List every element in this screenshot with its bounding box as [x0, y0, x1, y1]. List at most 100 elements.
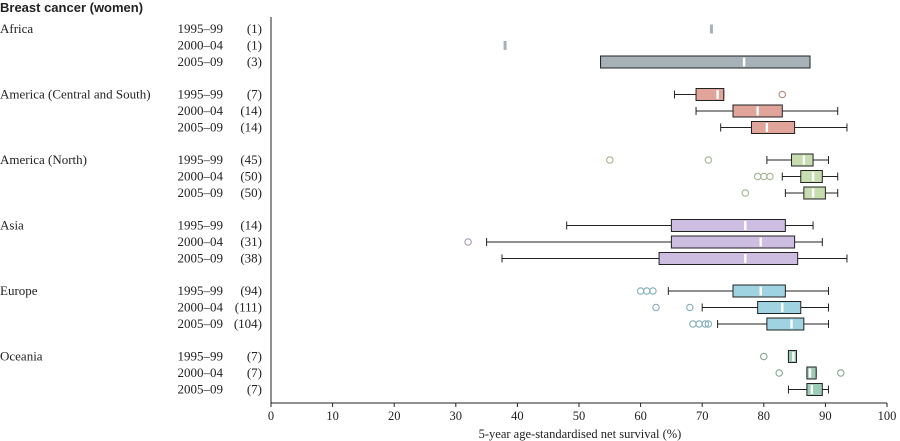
median-mark — [744, 254, 747, 263]
x-tick-label: 30 — [450, 409, 463, 423]
outlier-point — [704, 156, 713, 164]
iqr-box — [806, 366, 817, 380]
outlier-point — [704, 320, 713, 328]
count-label: (7) — [247, 87, 262, 102]
count-label: (45) — [240, 152, 262, 167]
outlier-point — [753, 172, 762, 181]
period-label: 2005–09 — [178, 120, 224, 135]
median-mark — [781, 303, 784, 312]
count-label: (1) — [247, 38, 262, 53]
count-label: (104) — [234, 316, 262, 331]
median-mark — [790, 319, 793, 329]
x-tick-label: 0 — [268, 409, 274, 423]
count-label: (14) — [240, 218, 262, 233]
outlier-point — [652, 303, 660, 312]
outlier-point — [837, 369, 845, 377]
period-label: 2005–09 — [178, 382, 224, 397]
x-axis-label: 5-year age-standardised net survival (%) — [479, 427, 682, 441]
period-label: 2000–04 — [178, 38, 224, 53]
count-label: (7) — [247, 349, 262, 364]
iqr-box — [670, 219, 786, 232]
outlier-point — [741, 189, 750, 197]
rows-layer: Africa 1995–99 (1) 2000–04 (1) 2005–09 (3) Amer… — [0, 21, 848, 397]
iqr-box — [800, 170, 823, 183]
period-label: 2000–04 — [178, 365, 224, 380]
count-label: (50) — [240, 185, 262, 200]
single-value-mark — [709, 24, 713, 34]
count-label: (94) — [240, 283, 262, 298]
iqr-box — [600, 55, 811, 69]
count-label: (50) — [240, 169, 262, 184]
count-label: (7) — [247, 382, 262, 397]
iqr-box — [670, 235, 796, 249]
median-mark — [756, 106, 759, 116]
median-mark — [810, 385, 814, 394]
region-label: Asia — [0, 218, 24, 233]
outlier-point — [464, 238, 472, 246]
x-tick-label: 50 — [573, 409, 586, 423]
median-mark — [765, 123, 769, 132]
chart-title: Breast cancer (women) — [0, 0, 143, 15]
x-tick-label: 70 — [696, 409, 709, 423]
iqr-box — [695, 88, 725, 101]
region-label: Europe — [0, 283, 38, 298]
count-label: (3) — [247, 54, 262, 69]
period-label: 2005–09 — [178, 185, 224, 200]
median-mark — [802, 155, 806, 165]
iqr-box — [732, 284, 786, 298]
iqr-box — [806, 383, 823, 396]
outlier-point — [766, 172, 774, 181]
median-mark — [792, 352, 795, 361]
period-label: 1995–99 — [178, 21, 224, 36]
count-label: (14) — [240, 120, 262, 135]
period-label: 2005–09 — [178, 316, 224, 331]
iqr-box — [803, 186, 826, 200]
period-label: 2000–04 — [178, 234, 224, 249]
period-label: 1995–99 — [178, 218, 224, 233]
outlier-point — [701, 320, 710, 328]
outlier-point — [686, 303, 694, 312]
region-label: Africa — [0, 21, 33, 36]
outlier-point — [636, 287, 645, 295]
outlier-point — [643, 287, 651, 295]
outlier-point — [689, 320, 697, 328]
region-label: Oceania — [0, 349, 43, 364]
outlier-point — [760, 172, 768, 181]
outlier-point — [695, 320, 703, 328]
median-mark — [744, 221, 747, 230]
period-label: 1995–99 — [178, 349, 224, 364]
median-mark — [811, 188, 815, 198]
period-label: 2005–09 — [178, 251, 224, 266]
period-label: 2000–04 — [178, 103, 224, 118]
iqr-box — [658, 252, 799, 265]
period-label: 2000–04 — [178, 300, 224, 315]
median-mark — [742, 57, 746, 67]
iqr-box — [791, 153, 814, 167]
period-label: 1995–99 — [178, 152, 224, 167]
x-tick-label: 90 — [819, 409, 832, 423]
count-label: (7) — [247, 365, 262, 380]
period-label: 2005–09 — [178, 54, 224, 69]
period-label: 1995–99 — [178, 87, 224, 102]
count-label: (1) — [247, 21, 262, 36]
count-label: (111) — [235, 300, 262, 315]
period-label: 2000–04 — [178, 169, 224, 184]
single-value-mark — [503, 41, 507, 50]
median-mark — [759, 237, 762, 247]
median-mark — [811, 172, 815, 181]
x-tick-label: 10 — [326, 409, 339, 423]
outlier-point — [775, 369, 783, 377]
x-tick-label: 40 — [511, 409, 524, 423]
iqr-box — [766, 317, 805, 331]
outlier-point — [760, 352, 768, 361]
x-axis: 0 10 20 30 40 50 60 70 80 90 100 — [268, 17, 896, 423]
period-label: 1995–99 — [178, 283, 224, 298]
x-tick-label: 60 — [634, 409, 647, 423]
region-label: America (North) — [0, 152, 87, 167]
x-tick-label: 80 — [758, 409, 771, 423]
outlier-point — [649, 287, 657, 295]
median-mark — [759, 286, 762, 296]
count-label: (31) — [240, 234, 262, 249]
outlier-point — [778, 90, 787, 99]
iqr-box — [757, 301, 802, 314]
